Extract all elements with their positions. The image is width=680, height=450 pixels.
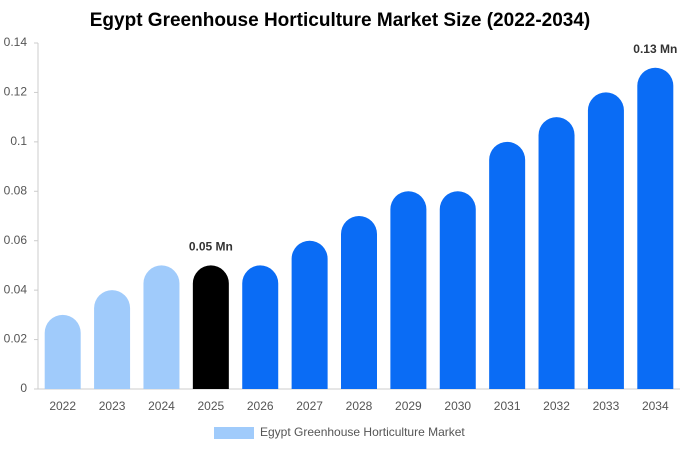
bar (439, 191, 476, 389)
value-label: 0.13 Mn (633, 42, 677, 56)
y-tick-label: 0.08 (4, 183, 28, 197)
x-tick-label: 2032 (543, 399, 570, 413)
y-tick-label: 0.02 (4, 332, 28, 346)
chart-title: Egypt Greenhouse Horticulture Market Siz… (90, 10, 591, 31)
x-tick-label: 2022 (49, 399, 76, 413)
y-tick-label: 0.12 (4, 85, 28, 99)
x-tick-label: 2029 (395, 399, 422, 413)
x-tick-label: 2025 (197, 399, 224, 413)
x-tick-label: 2033 (593, 399, 620, 413)
y-tick-label: 0.04 (4, 282, 28, 296)
bar (44, 314, 81, 389)
bar (538, 117, 575, 389)
y-tick-label: 0.14 (4, 35, 28, 49)
x-tick-label: 2030 (444, 399, 471, 413)
value-label: 0.05 Mn (189, 240, 233, 254)
x-tick-label: 2023 (99, 399, 126, 413)
x-tick-label: 2027 (296, 399, 323, 413)
bar (489, 141, 526, 389)
bar (390, 191, 427, 389)
legend-label: Egypt Greenhouse Horticulture Market (260, 425, 465, 439)
legend-swatch (214, 427, 254, 439)
bar (94, 290, 131, 389)
bar (291, 240, 328, 389)
bar (637, 67, 674, 389)
bar (192, 265, 229, 389)
x-tick-label: 2026 (247, 399, 274, 413)
bar (242, 265, 279, 389)
y-tick-label: 0 (20, 381, 27, 395)
y-tick-label: 0.1 (10, 134, 27, 148)
x-tick-label: 2028 (346, 399, 373, 413)
bar (341, 216, 377, 389)
bar (587, 92, 624, 389)
y-tick-label: 0.06 (4, 233, 28, 247)
bar (143, 265, 180, 389)
x-tick-label: 2034 (642, 399, 669, 413)
x-tick-label: 2031 (494, 399, 521, 413)
x-tick-label: 2024 (148, 399, 175, 413)
